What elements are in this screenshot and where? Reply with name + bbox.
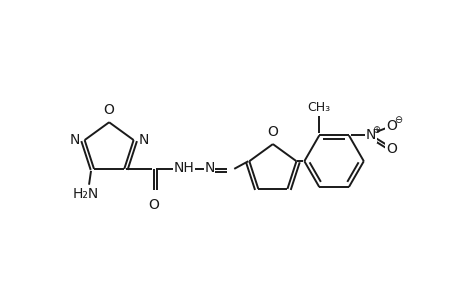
Text: N: N <box>138 133 149 147</box>
Text: N: N <box>204 161 214 175</box>
Text: ⊕: ⊕ <box>371 124 379 134</box>
Text: O: O <box>385 118 396 133</box>
Text: ⊖: ⊖ <box>393 115 402 124</box>
Text: N: N <box>69 133 79 147</box>
Text: O: O <box>385 142 396 156</box>
Text: O: O <box>267 125 278 139</box>
Text: NH: NH <box>173 161 194 175</box>
Text: H₂N: H₂N <box>73 187 99 201</box>
Text: CH₃: CH₃ <box>307 101 330 114</box>
Text: N: N <box>365 128 375 142</box>
Text: O: O <box>148 198 159 212</box>
Text: O: O <box>103 103 114 117</box>
